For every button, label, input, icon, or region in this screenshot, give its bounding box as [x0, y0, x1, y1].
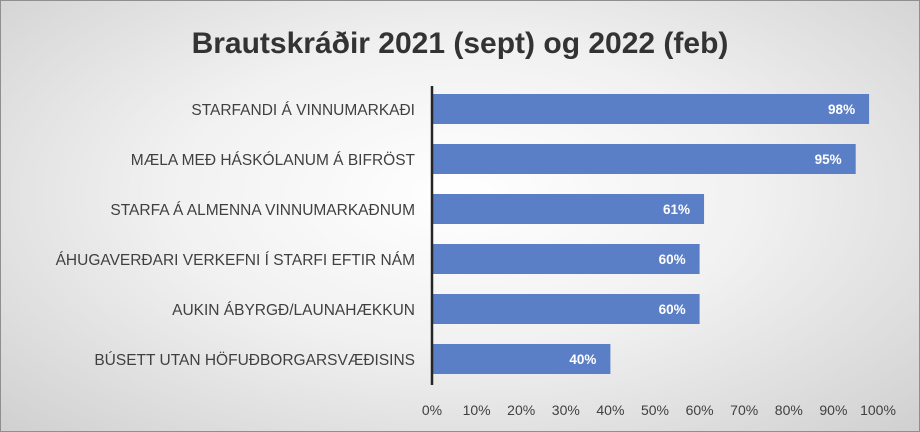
data-label: 60%	[659, 302, 686, 317]
bar	[432, 344, 611, 374]
bar	[432, 244, 700, 274]
category-label: STARFANDI Á VINNUMARKAÐI	[191, 102, 415, 119]
category-label: AUKIN ÁBYRGÐ/LAUNAHÆKKUN	[172, 302, 415, 319]
bar	[432, 144, 856, 174]
x-tick-label: 50%	[641, 402, 669, 418]
x-tick-label: 40%	[596, 402, 624, 418]
category-label: MÆLA MEÐ HÁSKÓLANUM Á BIFRÖST	[131, 151, 416, 169]
category-label: STARFA Á ALMENNA VINNUMARKAÐNUM	[110, 202, 415, 219]
data-label: 60%	[659, 252, 686, 267]
bar	[432, 94, 870, 124]
x-tick-label: 0%	[422, 402, 442, 418]
data-label: 61%	[663, 202, 690, 217]
data-label: 40%	[569, 352, 596, 367]
chart-title: Brautskráðir 2021 (sept) og 2022 (feb)	[192, 27, 729, 60]
x-tick-label: 90%	[819, 402, 847, 418]
x-tick-label: 100%	[860, 402, 896, 418]
bars-layer: 98% 95% 61% 60% 60% 40%	[432, 94, 870, 374]
bar	[432, 194, 705, 224]
category-labels: STARFANDI Á VINNUMARKAÐI MÆLA MEÐ HÁSKÓLA…	[56, 102, 416, 369]
x-tick-label: 60%	[686, 402, 714, 418]
x-tick-label: 30%	[552, 402, 580, 418]
data-label: 95%	[815, 152, 842, 167]
x-axis-ticks: 0% 10% 20% 30% 40% 50% 60% 70% 80% 90% 100%	[422, 402, 896, 418]
x-tick-label: 80%	[775, 402, 803, 418]
x-tick-label: 10%	[463, 402, 491, 418]
x-tick-label: 70%	[730, 402, 758, 418]
category-label: ÁHUGAVERÐARI VERKEFNI Í STARFI EFTIR NÁM	[56, 252, 415, 269]
bar	[432, 294, 700, 324]
category-label: BÚSETT UTAN HÖFUÐBORGARSVÆÐISINS	[94, 351, 415, 369]
x-tick-label: 20%	[507, 402, 535, 418]
data-label: 98%	[828, 102, 855, 117]
